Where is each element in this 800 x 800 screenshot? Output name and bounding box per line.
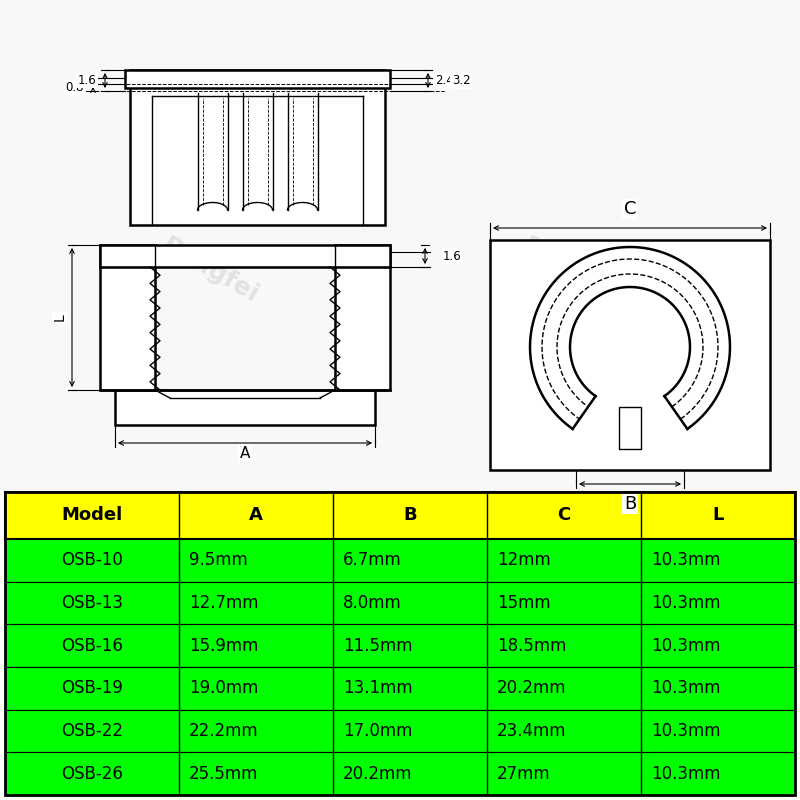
Bar	[5, 539, 795, 582]
Text: L: L	[53, 314, 67, 322]
Text: Pengfei: Pengfei	[158, 233, 262, 307]
Bar	[5, 710, 795, 752]
Text: 18.5mm: 18.5mm	[497, 637, 566, 654]
Text: B: B	[624, 495, 636, 513]
Text: C: C	[558, 506, 570, 525]
Bar	[115, 390, 375, 425]
Text: 12mm: 12mm	[497, 551, 550, 570]
Text: C: C	[624, 200, 636, 218]
Text: 13.1mm: 13.1mm	[343, 679, 413, 698]
Bar	[125, 70, 390, 88]
Text: 12.7mm: 12.7mm	[189, 594, 258, 612]
Bar	[100, 245, 390, 267]
Bar	[5, 667, 795, 710]
Text: OSB-13: OSB-13	[61, 594, 123, 612]
Bar	[5, 492, 795, 795]
Text: 6.7mm: 6.7mm	[343, 551, 402, 570]
Text: 17.0mm: 17.0mm	[343, 722, 412, 740]
Bar	[5, 492, 795, 539]
Text: 20.2mm: 20.2mm	[343, 765, 412, 782]
Text: A: A	[240, 446, 250, 461]
Bar	[490, 240, 770, 470]
Text: 27mm: 27mm	[497, 765, 550, 782]
Bar	[5, 624, 795, 667]
Text: OSB-10: OSB-10	[61, 551, 123, 570]
Text: 1.6: 1.6	[78, 74, 96, 87]
Text: Pengfei: Pengfei	[158, 542, 262, 618]
Bar	[0, 0, 800, 490]
Text: 20.2mm: 20.2mm	[497, 679, 566, 698]
Text: OSB-26: OSB-26	[61, 765, 123, 782]
Text: L: L	[712, 506, 724, 525]
Text: Pengfei: Pengfei	[518, 233, 622, 307]
Text: OSB-19: OSB-19	[61, 679, 123, 698]
Text: 3.2: 3.2	[452, 74, 470, 87]
Bar	[335, 245, 390, 390]
Text: OSB-16: OSB-16	[61, 637, 123, 654]
Text: 10.3mm: 10.3mm	[651, 765, 721, 782]
Text: Pengfei: Pengfei	[518, 542, 622, 618]
Text: 10.3mm: 10.3mm	[651, 551, 721, 570]
Text: 22.2mm: 22.2mm	[189, 722, 258, 740]
Text: 10.3mm: 10.3mm	[651, 637, 721, 654]
Text: 25.5mm: 25.5mm	[189, 765, 258, 782]
Text: 1.6: 1.6	[443, 250, 462, 262]
Text: 10.3mm: 10.3mm	[651, 594, 721, 612]
Text: Model: Model	[62, 506, 122, 525]
Text: 15mm: 15mm	[497, 594, 550, 612]
Text: 15.9mm: 15.9mm	[189, 637, 258, 654]
Text: 11.5mm: 11.5mm	[343, 637, 412, 654]
Bar	[130, 70, 385, 225]
Text: OSB-22: OSB-22	[61, 722, 123, 740]
Text: 10.3mm: 10.3mm	[651, 722, 721, 740]
Text: B: B	[403, 506, 417, 525]
Text: A: A	[249, 506, 262, 525]
Bar	[100, 245, 155, 390]
Text: 0.8: 0.8	[66, 81, 84, 94]
Text: 2.4: 2.4	[434, 74, 454, 87]
Bar	[619, 407, 641, 449]
Text: 23.4mm: 23.4mm	[497, 722, 566, 740]
Text: 10.3mm: 10.3mm	[651, 679, 721, 698]
Text: 19.0mm: 19.0mm	[189, 679, 258, 698]
Bar	[5, 582, 795, 624]
Text: 9.5mm: 9.5mm	[189, 551, 247, 570]
Text: 8.0mm: 8.0mm	[343, 594, 402, 612]
Bar	[5, 752, 795, 795]
